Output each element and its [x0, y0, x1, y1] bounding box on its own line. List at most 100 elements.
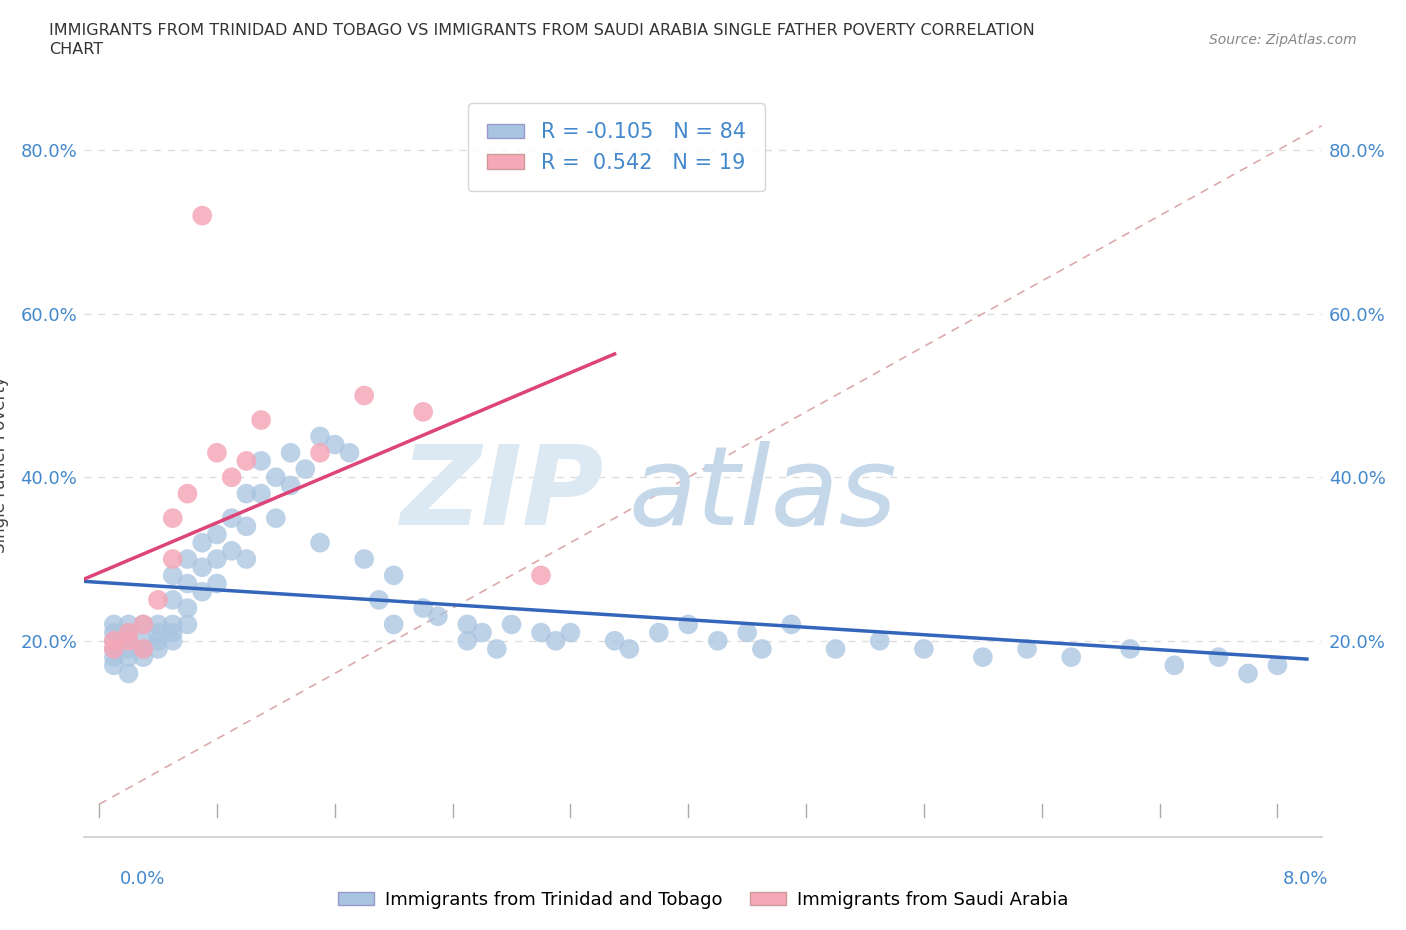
Point [117, 617, 139, 631]
Point [191, 536, 214, 551]
Point [869, 633, 891, 648]
Point [103, 650, 125, 665]
Y-axis label: Single Father Poverty: Single Father Poverty [0, 377, 10, 553]
Point [117, 633, 139, 648]
Point [1237, 666, 1260, 681]
Legend: R = -0.105   N = 84, R =  0.542   N = 19: R = -0.105 N = 84, R = 0.542 N = 19 [468, 103, 765, 192]
Point [205, 551, 228, 566]
Point [530, 568, 553, 583]
Point [132, 642, 155, 657]
Point [412, 405, 434, 419]
Point [146, 633, 169, 648]
Point [176, 486, 198, 501]
Point [264, 470, 287, 485]
Point [1060, 650, 1083, 665]
Point [1267, 658, 1289, 672]
Point [146, 592, 169, 607]
Point [780, 617, 803, 631]
Point [1119, 642, 1142, 657]
Point [103, 633, 125, 648]
Point [280, 478, 302, 493]
Point [456, 633, 478, 648]
Point [162, 617, 184, 631]
Point [132, 642, 155, 657]
Point [191, 560, 214, 575]
Point [560, 625, 582, 640]
Point [146, 642, 169, 657]
Point [280, 445, 302, 460]
Text: CHART: CHART [49, 42, 103, 57]
Point [146, 617, 169, 631]
Point [353, 388, 375, 403]
Point [132, 650, 155, 665]
Point [176, 617, 198, 631]
Point [706, 633, 728, 648]
Point [117, 642, 139, 657]
Point [1015, 642, 1038, 657]
Point [471, 625, 494, 640]
Point [221, 470, 243, 485]
Point [309, 536, 332, 551]
Point [250, 454, 273, 469]
Point [221, 511, 243, 525]
Text: IMMIGRANTS FROM TRINIDAD AND TOBAGO VS IMMIGRANTS FROM SAUDI ARABIA SINGLE FATHE: IMMIGRANTS FROM TRINIDAD AND TOBAGO VS I… [49, 23, 1035, 38]
Point [103, 658, 125, 672]
Point [117, 633, 139, 648]
Point [294, 461, 316, 476]
Point [250, 413, 273, 428]
Point [603, 633, 626, 648]
Point [485, 642, 508, 657]
Point [162, 568, 184, 583]
Legend: Immigrants from Trinidad and Tobago, Immigrants from Saudi Arabia: Immigrants from Trinidad and Tobago, Imm… [330, 884, 1076, 916]
Point [205, 445, 228, 460]
Point [103, 617, 125, 631]
Point [382, 617, 405, 631]
Point [824, 642, 846, 657]
Point [382, 568, 405, 583]
Point [103, 633, 125, 648]
Point [132, 617, 155, 631]
Point [426, 609, 449, 624]
Point [1163, 658, 1185, 672]
Point [117, 625, 139, 640]
Point [544, 633, 567, 648]
Point [235, 486, 257, 501]
Point [678, 617, 700, 631]
Point [339, 445, 361, 460]
Text: atlas: atlas [628, 441, 897, 549]
Point [1208, 650, 1230, 665]
Point [309, 429, 332, 444]
Point [146, 625, 169, 640]
Text: ZIP: ZIP [401, 441, 605, 549]
Point [162, 551, 184, 566]
Point [103, 642, 125, 657]
Point [103, 625, 125, 640]
Point [162, 625, 184, 640]
Point [323, 437, 346, 452]
Point [235, 551, 257, 566]
Point [912, 642, 935, 657]
Point [176, 551, 198, 566]
Point [735, 625, 758, 640]
Point [619, 642, 641, 657]
Point [368, 592, 391, 607]
Point [412, 601, 434, 616]
Text: Source: ZipAtlas.com: Source: ZipAtlas.com [1209, 33, 1357, 46]
Point [162, 592, 184, 607]
Point [191, 584, 214, 599]
Text: 0.0%: 0.0% [120, 870, 165, 887]
Point [235, 519, 257, 534]
Point [751, 642, 773, 657]
Point [117, 666, 139, 681]
Point [501, 617, 523, 631]
Point [103, 642, 125, 657]
Point [235, 454, 257, 469]
Point [117, 650, 139, 665]
Point [250, 486, 273, 501]
Point [309, 445, 332, 460]
Point [530, 625, 553, 640]
Point [205, 527, 228, 542]
Point [648, 625, 671, 640]
Point [972, 650, 994, 665]
Point [176, 576, 198, 591]
